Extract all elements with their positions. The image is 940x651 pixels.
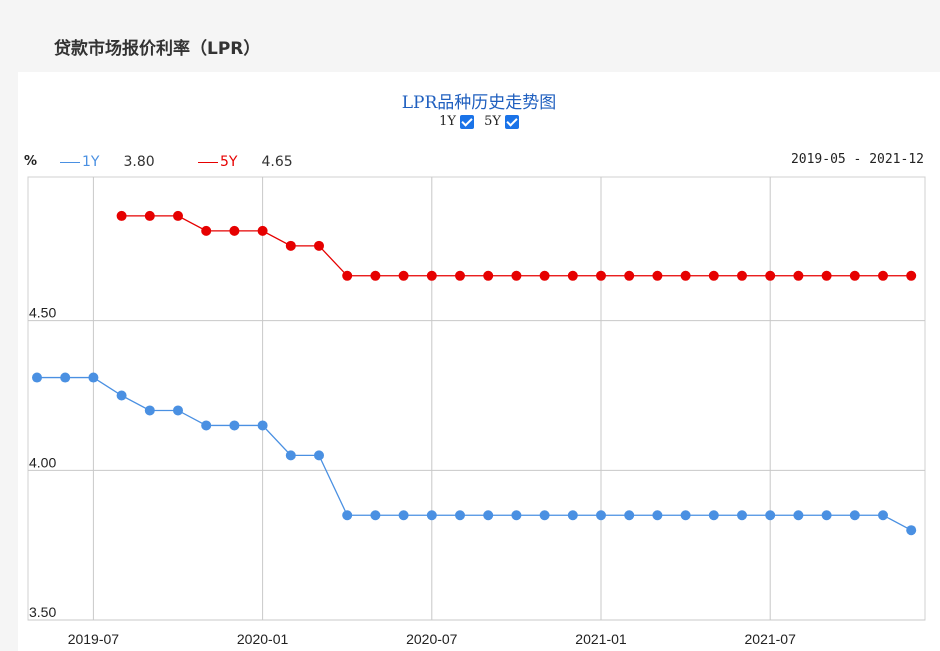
data-point-1y <box>116 390 127 401</box>
data-point-1y <box>483 510 494 521</box>
legend-1y-name: 1Y <box>82 154 100 170</box>
data-point-5y <box>116 210 127 221</box>
data-point-1y <box>398 510 409 521</box>
data-point-1y <box>60 372 71 383</box>
toggle-1y-label: 1Y <box>439 114 456 129</box>
data-point-5y <box>567 270 578 281</box>
toggle-5y[interactable]: 5Y <box>484 114 519 129</box>
legend-5y: 5Y 4.65 <box>198 154 293 170</box>
y-tick-label: 3.50 <box>29 604 56 620</box>
data-point-5y <box>426 270 437 281</box>
toggle-1y-checkbox[interactable] <box>459 114 474 129</box>
data-point-1y <box>88 372 99 383</box>
data-point-5y <box>765 270 776 281</box>
data-point-5y <box>173 210 183 221</box>
series-line-5y <box>121 215 912 277</box>
data-point-1y <box>878 510 888 521</box>
y-tick-label: 4.50 <box>29 305 56 321</box>
legend-1y-line <box>60 161 80 163</box>
data-point-1y <box>173 405 183 416</box>
y-tick-label: 4.00 <box>29 454 56 470</box>
data-point-1y <box>229 420 240 431</box>
data-point-1y <box>624 510 635 521</box>
data-point-5y <box>624 270 635 281</box>
data-point-5y <box>483 270 494 281</box>
data-point-5y <box>878 270 888 281</box>
data-point-5y <box>285 240 296 251</box>
data-point-1y <box>652 510 663 521</box>
data-point-1y <box>680 510 691 521</box>
series-toggles: 1Y 5Y <box>18 114 940 129</box>
data-point-5y <box>398 270 409 281</box>
data-point-5y <box>652 270 663 281</box>
chart-panel <box>18 72 940 651</box>
data-point-5y <box>314 240 324 251</box>
legend-5y-line <box>198 161 218 163</box>
data-point-5y <box>737 270 747 281</box>
x-tick-label: 2021-07 <box>745 631 797 647</box>
data-point-1y <box>765 510 776 521</box>
data-point-1y <box>201 420 212 431</box>
data-point-1y <box>144 405 155 416</box>
data-point-1y <box>370 510 381 521</box>
legend-1y-value: 3.80 <box>123 154 155 170</box>
legend-1y: 1Y 3.80 <box>60 154 155 170</box>
data-point-1y <box>257 420 268 431</box>
toggle-1y[interactable]: 1Y <box>439 114 474 129</box>
data-point-1y <box>821 510 832 521</box>
data-point-5y <box>793 270 804 281</box>
data-point-5y <box>511 270 522 281</box>
legend-5y-name: 5Y <box>220 154 238 170</box>
toggle-5y-label: 5Y <box>484 114 501 129</box>
data-point-1y <box>342 510 353 521</box>
data-point-1y <box>567 510 578 521</box>
data-point-5y <box>257 225 268 236</box>
data-point-1y <box>793 510 804 521</box>
data-point-1y <box>511 510 522 521</box>
legend-5y-value: 4.65 <box>261 154 293 170</box>
data-point-1y <box>314 450 324 461</box>
chart-title: LPR品种历史走势图 <box>401 93 557 113</box>
data-point-5y <box>680 270 691 281</box>
data-point-5y <box>201 225 212 236</box>
data-point-5y <box>144 210 155 221</box>
x-tick-label: 2019-07 <box>68 631 120 647</box>
data-point-1y <box>849 510 860 521</box>
data-point-1y <box>737 510 747 521</box>
data-point-5y <box>906 270 917 281</box>
toggle-5y-checkbox[interactable] <box>504 114 519 129</box>
data-point-5y <box>821 270 832 281</box>
data-point-5y <box>849 270 860 281</box>
data-point-5y <box>708 270 719 281</box>
data-point-1y <box>906 525 917 536</box>
chart-header: LPR品种历史走势图 1Y 5Y <box>18 72 940 651</box>
y-unit-label: % <box>24 154 38 169</box>
data-point-5y <box>229 225 240 236</box>
data-point-5y <box>342 270 353 281</box>
data-point-5y <box>596 270 606 281</box>
data-point-1y <box>285 450 296 461</box>
data-point-1y <box>539 510 550 521</box>
x-tick-label: 2020-01 <box>237 631 289 647</box>
data-point-1y <box>426 510 437 521</box>
data-point-5y <box>539 270 550 281</box>
x-tick-label: 2020-07 <box>406 631 458 647</box>
series-line-1y <box>37 376 912 531</box>
date-range: 2019-05 - 2021-12 <box>790 152 924 167</box>
data-point-1y <box>708 510 719 521</box>
plot-frame <box>27 176 926 621</box>
data-point-1y <box>596 510 606 521</box>
data-point-5y <box>455 270 465 281</box>
data-point-1y <box>32 372 42 383</box>
data-point-5y <box>370 270 381 281</box>
data-point-1y <box>455 510 465 521</box>
x-tick-label: 2021-01 <box>575 631 627 647</box>
page-title: 贷款市场报价利率（LPR） <box>54 39 261 59</box>
